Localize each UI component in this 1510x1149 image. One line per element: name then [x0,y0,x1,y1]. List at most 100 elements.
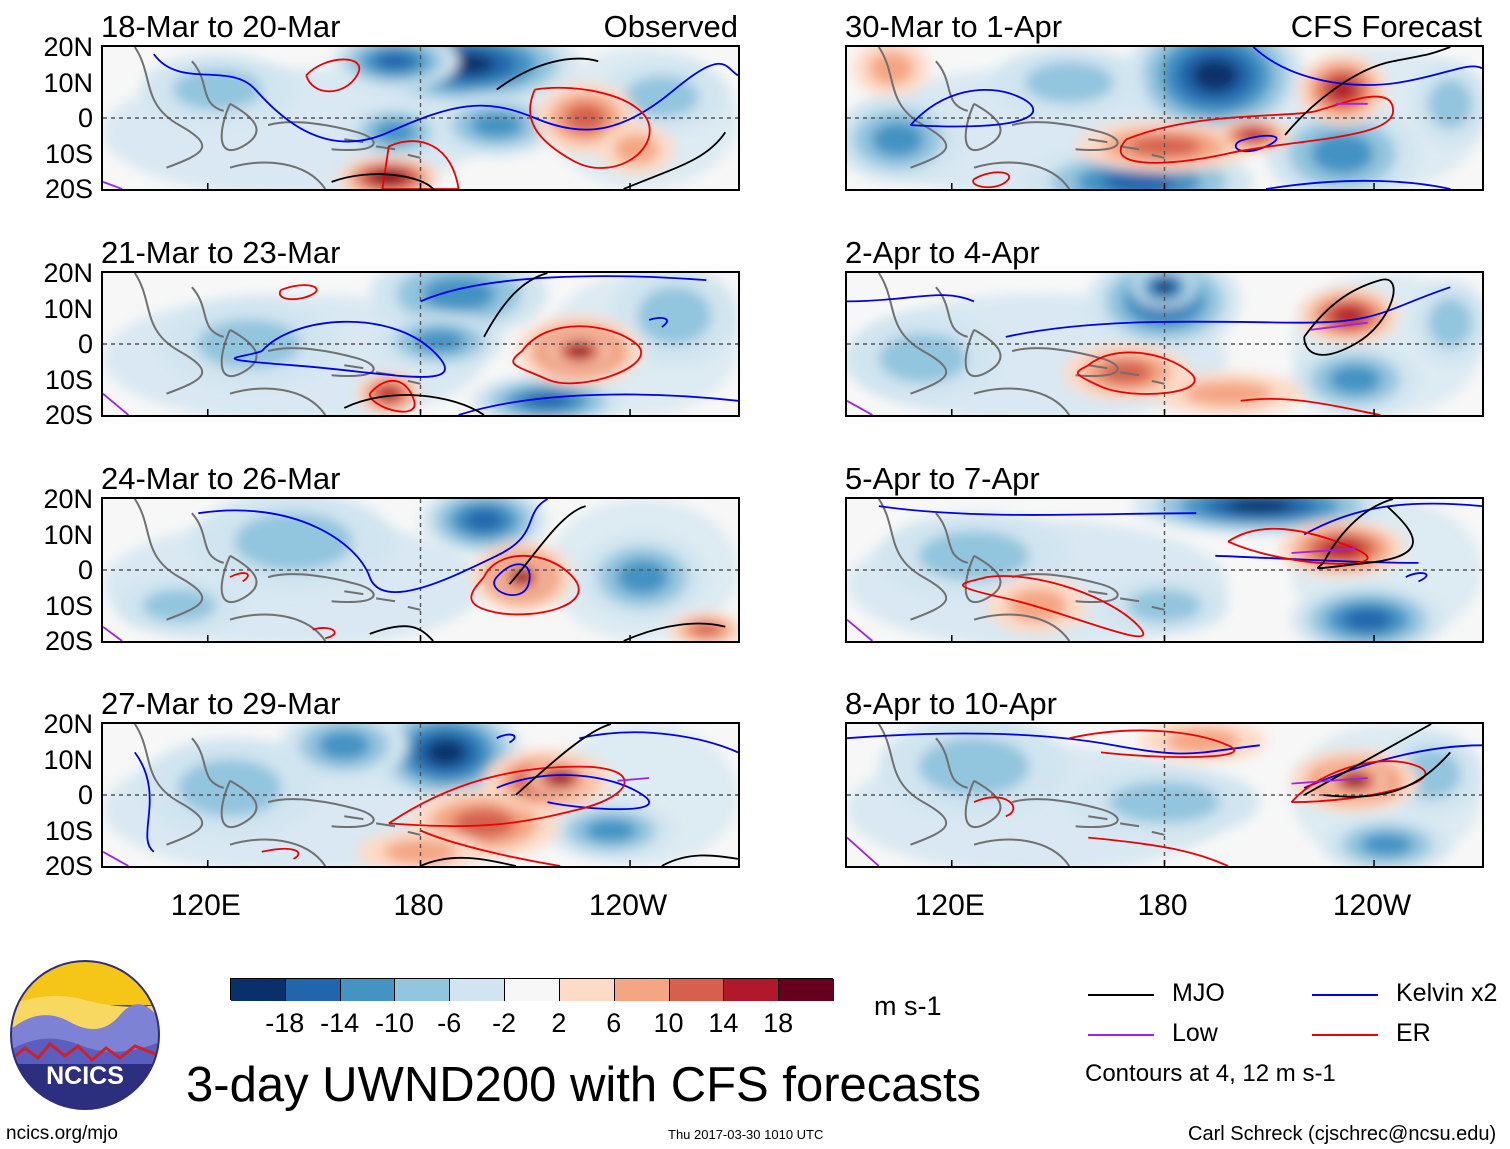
wind-anomaly-shading [523,392,572,409]
panel-title: 5-Apr to 7-Apr [845,461,1040,496]
wind-anomaly-shading [470,112,523,138]
colorbar-swatch [285,979,341,1001]
wind-anomaly-shading [637,286,712,345]
lon-tick-label: 120E [914,889,985,922]
contour-line [972,171,1011,189]
contour-line [1240,397,1381,415]
contour-line [1303,278,1395,356]
panel-title: 2-Apr to 4-Apr [845,235,1040,270]
contour-line [343,273,548,415]
author-credit: Carl Schreck (cjschrec@ncsu.edu) [1188,1123,1497,1145]
wind-anomaly-shading [142,588,217,623]
contour-line [1291,777,1368,785]
colorbar-swatch [779,979,834,1001]
contour-line [529,86,651,169]
contour-line [305,58,361,93]
map-panel [845,497,1484,643]
colorbar-tick-label: 18 [763,1008,794,1038]
coastline [1011,573,1119,603]
lat-tick-label: 20N [43,709,93,739]
wind-anomaly-shading [1183,381,1273,407]
contour-line [103,181,123,189]
contour-line [847,732,1482,789]
lat-tick-label: 20N [43,484,93,514]
wind-anomaly-shading [1156,281,1173,293]
contour-line [496,733,516,744]
map-panel [845,45,1484,191]
wind-anomaly-shading [318,730,371,760]
colorbar: -18 -14 -10 -6 -2 2 6 10 14 18 [230,978,834,1038]
panel-source-tag: Observed [603,9,738,44]
site-link[interactable]: ncics.org/mjo [6,1123,118,1144]
wind-anomaly-shading [1007,588,1068,623]
wind-anomaly-shading [378,386,399,401]
lat-tick-label: 20S [44,400,93,430]
contour-line [1077,351,1196,395]
wind-anomaly-shading [869,51,914,85]
colorbar-tick-label: -2 [492,1008,517,1038]
lon-tick-label: 120W [588,889,668,922]
coastline [267,573,375,603]
coastline [133,273,204,395]
contour-line [103,393,129,415]
contour-line [381,140,460,189]
lat-tick-label: 0 [77,780,93,810]
contour-line [470,555,580,616]
coastline [267,347,375,377]
map-panel [845,271,1484,417]
wind-anomaly-shading [1332,306,1365,325]
colorbar-tick-label: 2 [551,1008,567,1038]
wind-anomaly-shading [178,758,282,817]
lat-tick-label: 10S [44,138,93,169]
contour-line [1227,527,1369,565]
lat-tick-label: 10S [44,590,93,621]
wind-anomaly-shading [1024,61,1114,104]
coastline [973,161,1071,189]
wind-anomaly-shading [374,52,416,71]
colorbar-swatch [669,979,725,1001]
contour-line [1252,47,1482,86]
wind-anomaly-shading [1310,133,1374,174]
contour-line [1119,95,1395,164]
contour-line [847,836,880,866]
wind-anomaly-shading [463,509,505,532]
lat-tick-label: 10N [43,293,93,324]
colorbar-tick-label: -6 [437,1008,462,1038]
colorbar-swatches [230,978,834,1001]
coastline [973,613,1071,641]
contour-line [648,317,668,328]
lat-tick-label: 0 [77,103,93,133]
legend-swatch [1312,994,1378,996]
map-panel [101,497,740,643]
coastline [229,161,327,189]
coastline [229,838,327,866]
contour-line [420,275,738,415]
colorbar-tick-label: 6 [606,1008,622,1038]
wind-anomaly-shading [1328,364,1382,395]
panel-source-tag: CFS Forecast [1290,9,1482,44]
wind-anomaly-shading [1192,58,1239,92]
colorbar-tick-label: 14 [708,1008,739,1038]
coastline [1088,590,1165,611]
lat-tick-label: 10N [43,67,93,98]
wind-anomaly-shading [234,512,353,571]
wind-anomaly-shading [1102,170,1176,189]
contour-line [1005,286,1451,338]
map-panel [101,271,740,417]
coastline [133,499,204,621]
lon-tick-label: 120E [170,889,241,922]
wind-anomaly-shading [878,333,968,384]
wind-anomaly-shading [374,120,417,144]
coastline [133,724,204,846]
map-panel [101,722,740,868]
contour-line [493,563,531,596]
figure-title: 3-day UWND200 with CFS forecasts [186,1058,982,1112]
coastline [267,798,375,828]
coastline [191,512,224,564]
coastline [1011,798,1119,828]
coastline [229,613,327,641]
wind-anomaly-shading [421,276,496,312]
coastline [220,328,258,378]
wind-anomaly-shading [571,346,588,356]
contour-line [369,505,726,641]
